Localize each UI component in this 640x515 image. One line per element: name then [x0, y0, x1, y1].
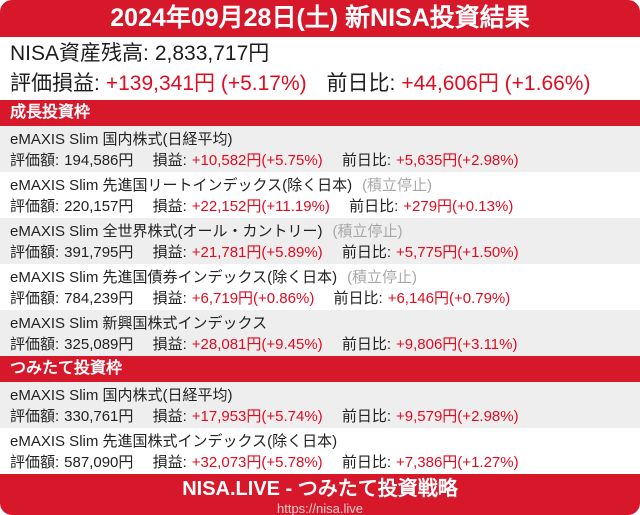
valuation-label: 評価額: — [10, 290, 60, 307]
fund-name: eMAXIS Slim 国内株式(日経平均) — [10, 131, 233, 148]
dod-label: 前日比: — [333, 290, 383, 307]
tsumitate-fund-list: eMAXIS Slim 国内株式(日経平均) 評価額: 330,761円 損益: +… — [0, 382, 640, 474]
fund-name: eMAXIS Slim 全世界株式(オール・カントリー) — [10, 223, 323, 240]
pl-value: +32,073円(+5.78%) — [191, 454, 323, 471]
valuation-label: 評価額: — [10, 408, 60, 425]
dod-label: 前日比: — [341, 336, 392, 353]
fund-row: eMAXIS Slim 先進国リートインデックス(除く日本) (積立停止) 評価額… — [0, 172, 640, 218]
section-header-growth: 成長投資枠 — [0, 100, 640, 126]
valuation-value: 220,157円 — [64, 198, 134, 215]
balance-value: 2,833,717円 — [154, 42, 270, 65]
pl-label: 損益: — [152, 336, 187, 353]
dod-label: 前日比: — [349, 198, 399, 215]
pl-value: +17,953円(+5.74%) — [191, 408, 323, 425]
dod-label: 前日比: — [341, 244, 392, 261]
dod-label: 前日比: — [326, 72, 396, 95]
pl-value: +21,781円(+5.89%) — [191, 244, 323, 261]
fund-suspended-tag: (積立停止) — [332, 223, 403, 240]
fund-name: eMAXIS Slim 国内株式(日経平均) — [10, 387, 233, 404]
valuation-value: 330,761円 — [64, 408, 134, 425]
dod-label: 前日比: — [341, 454, 392, 471]
fund-name: eMAXIS Slim 先進国リートインデックス(除く日本) — [10, 177, 353, 194]
pl-value: +10,582円(+5.75%) — [191, 152, 323, 169]
balance-label: NISA資産残高: — [10, 42, 149, 65]
valuation-label: 評価額: — [10, 336, 60, 353]
dod-value: +9,579円(+2.98%) — [396, 408, 519, 425]
fund-suspended-tag: (積立停止) — [347, 269, 418, 286]
report-title: 2024年09月28日(土) 新NISA投資結果 — [0, 0, 640, 37]
dod-label: 前日比: — [341, 408, 392, 425]
footer-brand: NISA.LIVE - つみたて投資戦略 — [182, 478, 458, 500]
pl-value: +6,719円(+0.86%) — [191, 290, 315, 307]
valuation-label: 評価額: — [10, 198, 60, 215]
section-header-tsumitate: つみたて投資枠 — [0, 356, 640, 382]
dod-value: +7,386円(+1.27%) — [396, 454, 519, 471]
fund-row: eMAXIS Slim 国内株式(日経平均) 評価額: 330,761円 損益: +… — [0, 382, 640, 428]
valuation-value: 325,089円 — [64, 336, 134, 353]
summary-pl-line: 評価損益: +139,341円 (+5.17%) 前日比: +44,606円 (+1… — [10, 69, 630, 99]
dod-value: +44,606円 (+1.66%) — [401, 72, 591, 95]
dod-label: 前日比: — [341, 152, 392, 169]
valuation-value: 587,090円 — [64, 454, 134, 471]
dod-value: +5,775円(+1.50%) — [396, 244, 519, 261]
fund-row: eMAXIS Slim 国内株式(日経平均) 評価額: 194,586円 損益: +… — [0, 126, 640, 172]
pl-label: 損益: — [152, 198, 187, 215]
pl-label: 損益: — [152, 408, 187, 425]
fund-row: eMAXIS Slim 全世界株式(オール・カントリー) (積立停止) 評価額: 3… — [0, 218, 640, 264]
fund-name: eMAXIS Slim 先進国債券インデックス(除く日本) — [10, 269, 338, 286]
valuation-value: 784,239円 — [64, 290, 134, 307]
summary-balance-line: NISA資産残高: 2,833,717円 — [10, 39, 630, 69]
dod-value: +5,635円(+2.98%) — [396, 152, 519, 169]
valuation-label: 評価額: — [10, 454, 60, 471]
valuation-value: 194,586円 — [64, 152, 134, 169]
pl-label: 損益: — [152, 244, 187, 261]
pl-label: 評価損益: — [10, 72, 100, 95]
fund-name: eMAXIS Slim 先進国株式インデックス(除く日本) — [10, 433, 338, 450]
valuation-value: 391,795円 — [64, 244, 134, 261]
summary-panel: NISA資産残高: 2,833,717円 評価損益: +139,341円 (+5.1… — [0, 37, 640, 100]
fund-row: eMAXIS Slim 先進国債券インデックス(除く日本) (積立停止) 評価額:… — [0, 264, 640, 310]
pl-label: 損益: — [152, 152, 187, 169]
pl-value: +139,341円 (+5.17%) — [105, 72, 307, 95]
dod-value: +6,146円(+0.79%) — [387, 290, 511, 307]
report-footer: NISA.LIVE - つみたて投資戦略 https://nisa.live — [0, 474, 640, 515]
valuation-label: 評価額: — [10, 244, 60, 261]
fund-row: eMAXIS Slim 新興国株式インデックス 評価額: 325,089円 損益:… — [0, 310, 640, 356]
pl-value: +28,081円(+9.45%) — [191, 336, 323, 353]
pl-value: +22,152円(+11.19%) — [191, 198, 330, 215]
footer-url: https://nisa.live — [277, 501, 363, 515]
fund-row: eMAXIS Slim 先進国株式インデックス(除く日本) 評価額: 587,09… — [0, 428, 640, 474]
fund-suspended-tag: (積立停止) — [362, 177, 433, 194]
growth-fund-list: eMAXIS Slim 国内株式(日経平均) 評価額: 194,586円 損益: +… — [0, 126, 640, 356]
fund-name: eMAXIS Slim 新興国株式インデックス — [10, 315, 268, 332]
dod-value: +279円(+0.13%) — [403, 198, 514, 215]
pl-label: 損益: — [152, 454, 187, 471]
dod-value: +9,806円(+3.11%) — [396, 336, 518, 353]
pl-label: 損益: — [152, 290, 187, 307]
valuation-label: 評価額: — [10, 152, 60, 169]
